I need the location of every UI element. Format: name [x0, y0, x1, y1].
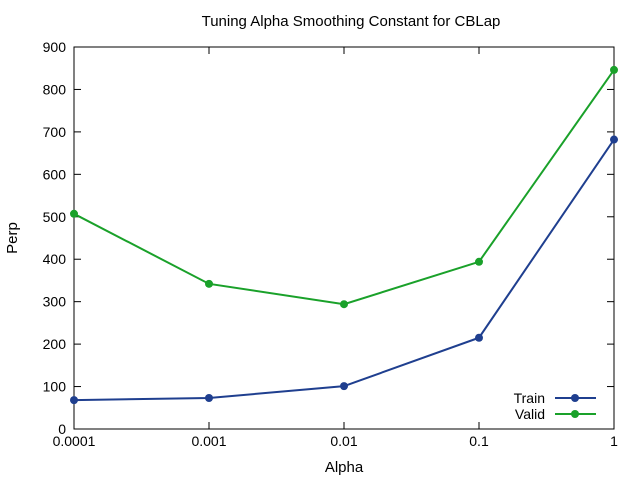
x-tick-label: 0.1: [469, 433, 489, 449]
x-tick-label: 1: [610, 433, 618, 449]
x-tick-label: 0.001: [191, 433, 226, 449]
data-point-valid: [70, 209, 78, 218]
legend-swatch-marker: [571, 394, 579, 402]
data-point-valid: [340, 300, 348, 309]
data-point-valid: [205, 279, 213, 288]
data-point-valid: [475, 257, 483, 266]
y-tick-label: 300: [43, 294, 67, 310]
series-valid: [70, 65, 618, 309]
y-tick-label: 500: [43, 209, 67, 225]
x-axis-label: Alpha: [325, 459, 364, 476]
y-tick-label: 800: [43, 81, 67, 97]
y-tick-label: 400: [43, 251, 67, 267]
x-tick-label: 0.01: [330, 433, 357, 449]
data-point-train: [340, 382, 348, 391]
data-point-train: [610, 135, 618, 144]
y-tick-label: 700: [43, 124, 67, 140]
legend-swatch-marker: [571, 410, 579, 418]
y-tick-label: 900: [43, 39, 67, 55]
data-point-valid: [610, 65, 618, 74]
y-tick-label: 200: [43, 336, 67, 352]
data-point-train: [475, 333, 483, 342]
x-tick-label: 0.0001: [53, 433, 96, 449]
legend-label: Train: [514, 390, 545, 406]
series-train: [70, 135, 618, 405]
y-tick-label: 100: [43, 379, 67, 395]
plot-frame: [73, 46, 615, 430]
y-tick-label: 0: [58, 421, 66, 437]
series-lines: [70, 65, 618, 405]
legend-entry-train: Train: [514, 390, 596, 406]
legend-label: Valid: [515, 406, 545, 422]
series-line-train: [73, 138, 615, 402]
data-point-train: [70, 396, 78, 405]
y-axis-label: Perp: [4, 222, 21, 254]
y-tick-label: 600: [43, 166, 67, 182]
legend-entry-valid: Valid: [515, 406, 596, 422]
data-point-train: [205, 394, 213, 403]
chart-title: Tuning Alpha Smoothing Constant for CBLa…: [202, 13, 501, 30]
series-line-valid: [73, 69, 615, 306]
axis-ticks: 0 100 200 300 400 500 600 700 800 900 0.0001 0.001 0…: [43, 39, 618, 449]
